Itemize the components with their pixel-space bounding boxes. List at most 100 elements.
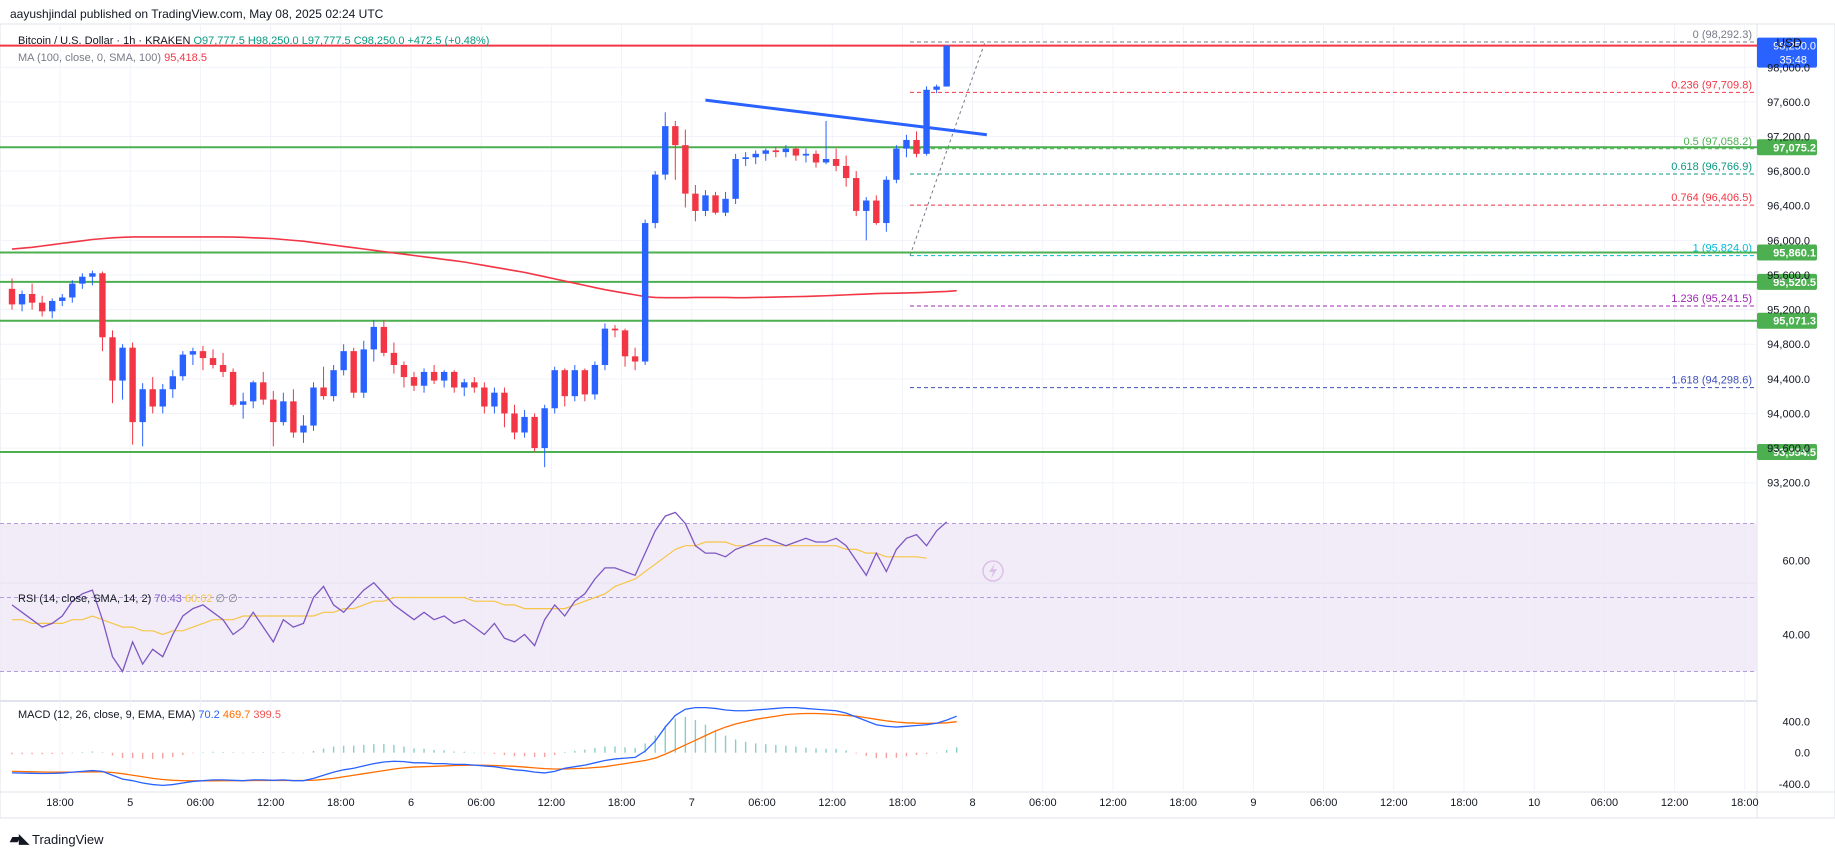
ma-legend[interactable]: MA (100, close, 0, SMA, 100) 95,418.5 [18,52,207,64]
candle-body [69,283,76,298]
countdown-label: 35:48 [1779,55,1807,67]
macd-histogram-bar [815,748,817,753]
candle-body [89,273,96,277]
level-price-label: 93,554.5 [1773,447,1816,459]
macd-tick-label: 0.0 [1795,748,1810,760]
macd-histogram-bar [785,745,787,753]
macd-histogram-bar [332,746,335,753]
candle-body [692,193,699,211]
candle-body [28,294,36,303]
macd-histogram-bar [664,725,666,753]
rsi-sma-line [12,541,927,636]
macd-histogram-bar [282,752,285,753]
macd-histogram-bar [262,752,264,753]
macd-histogram-bar [433,749,435,753]
x-tick-label: 12:00 [257,797,285,809]
fib-level-label: 1.236 (95,241.5) [1671,293,1752,305]
candle-body [49,300,56,312]
level-price-label: 95,071.3 [1773,316,1816,328]
candle-body [451,371,458,388]
candle-body [933,86,940,90]
macd-histogram-bar [202,752,204,754]
macd-pane: 400.0 0.0 -400.0 [11,707,1810,791]
macd-histogram-bar [584,749,586,753]
x-tick-label: 5 [127,797,133,809]
x-tick-label: 7 [689,797,695,809]
candle-body [913,139,920,154]
macd-histogram-bar [564,751,566,753]
candle-body [390,352,398,365]
macd-histogram-bar [232,752,234,753]
macd-histogram-bar [383,744,385,753]
logo-text: TradingView [32,831,104,847]
y-tick-label: 95,600.0 [1767,270,1810,282]
macd-tick-label: -400.0 [1779,779,1810,791]
macd-histogram-bar [554,752,556,756]
y-tick-label: 97,200.0 [1767,132,1810,144]
candle-body [812,153,820,163]
tradingview-logo[interactable]: ▰◣ TradingView [10,831,104,847]
macd-histogram-bar [61,752,63,754]
macd-histogram-bar [51,752,53,754]
macd-histogram-bar [121,752,124,759]
candle-body [662,126,669,175]
rsi-pane: 60.00 40.00 [0,511,1810,673]
x-tick-label: 06:00 [1029,797,1057,809]
macd-histogram-bar [363,744,365,753]
rsi-legend[interactable]: RSI (14, close, SMA, 14, 2) 70.43 60.62 … [18,592,238,605]
candle-body [732,159,739,199]
macd-legend[interactable]: MACD (12, 26, close, 9, EMA, EMA) 70.2 4… [18,709,281,721]
candle-body [772,150,779,153]
macd-histogram-bar [443,750,445,753]
level-price-tag [1757,273,1817,290]
candle-body [641,223,649,362]
candle-body [712,195,719,213]
x-tick-label: 18:00 [327,797,355,809]
candle-body [832,159,840,166]
signal-value: 469.7 [222,709,251,721]
candlesticks [8,45,950,468]
candle-body [672,126,679,146]
level-price-tag [1757,244,1817,261]
symbol-legend[interactable]: Bitcoin / U.S. Dollar · 1h · KRAKEN O97,… [18,35,489,47]
candle-body [561,370,568,397]
macd-histogram-bar [212,751,214,753]
candle-body [652,174,659,224]
macd-histogram-bar [11,752,13,755]
candle-body [380,326,388,353]
level-price-tag [1757,312,1817,329]
candle-body [139,389,146,423]
x-tick-label: 18:00 [1450,797,1478,809]
macd-histogram-bar [131,752,134,759]
x-tick-label: 12:00 [818,797,846,809]
candle-body [541,408,548,449]
macd-histogram-bar [393,744,395,753]
candle-body [18,294,26,305]
candle-body [601,328,609,365]
candle-body [501,392,508,414]
x-tick-label: 06:00 [748,797,776,809]
macd-histogram-bar [353,745,355,753]
level-price-label: 97,075.2 [1773,142,1816,154]
y-tick-label: 96,400.0 [1767,201,1810,213]
macd-histogram-bar [453,751,455,753]
macd-histogram-bar [795,746,797,753]
macd-histogram-bar [925,752,928,755]
candle-body [581,370,589,395]
candle-body [109,337,116,381]
candle-body [702,195,709,211]
macd-histogram-bar [704,724,707,753]
candle-body [752,153,759,158]
currency-button[interactable]: USD [1776,36,1802,50]
fib-level-label: 0.5 (97,058.2) [1684,136,1753,148]
macd-histogram-bar [483,752,486,754]
y-tick-label: 96,800.0 [1767,166,1810,178]
macd-histogram-bar [473,752,475,754]
x-tick-label: 12:00 [538,797,566,809]
macd-histogram-bar [895,752,898,758]
level-price-label: 95,860.1 [1773,247,1816,259]
x-tick-label: 9 [1250,797,1256,809]
trendline-path [705,98,988,137]
macd-histogram-bar [141,752,144,759]
